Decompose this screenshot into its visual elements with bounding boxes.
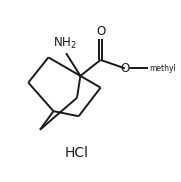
- Text: methyl: methyl: [150, 64, 176, 73]
- Text: NH$_2$: NH$_2$: [53, 36, 77, 51]
- Text: O: O: [120, 62, 130, 75]
- Text: HCl: HCl: [65, 146, 89, 160]
- Text: O: O: [96, 25, 105, 38]
